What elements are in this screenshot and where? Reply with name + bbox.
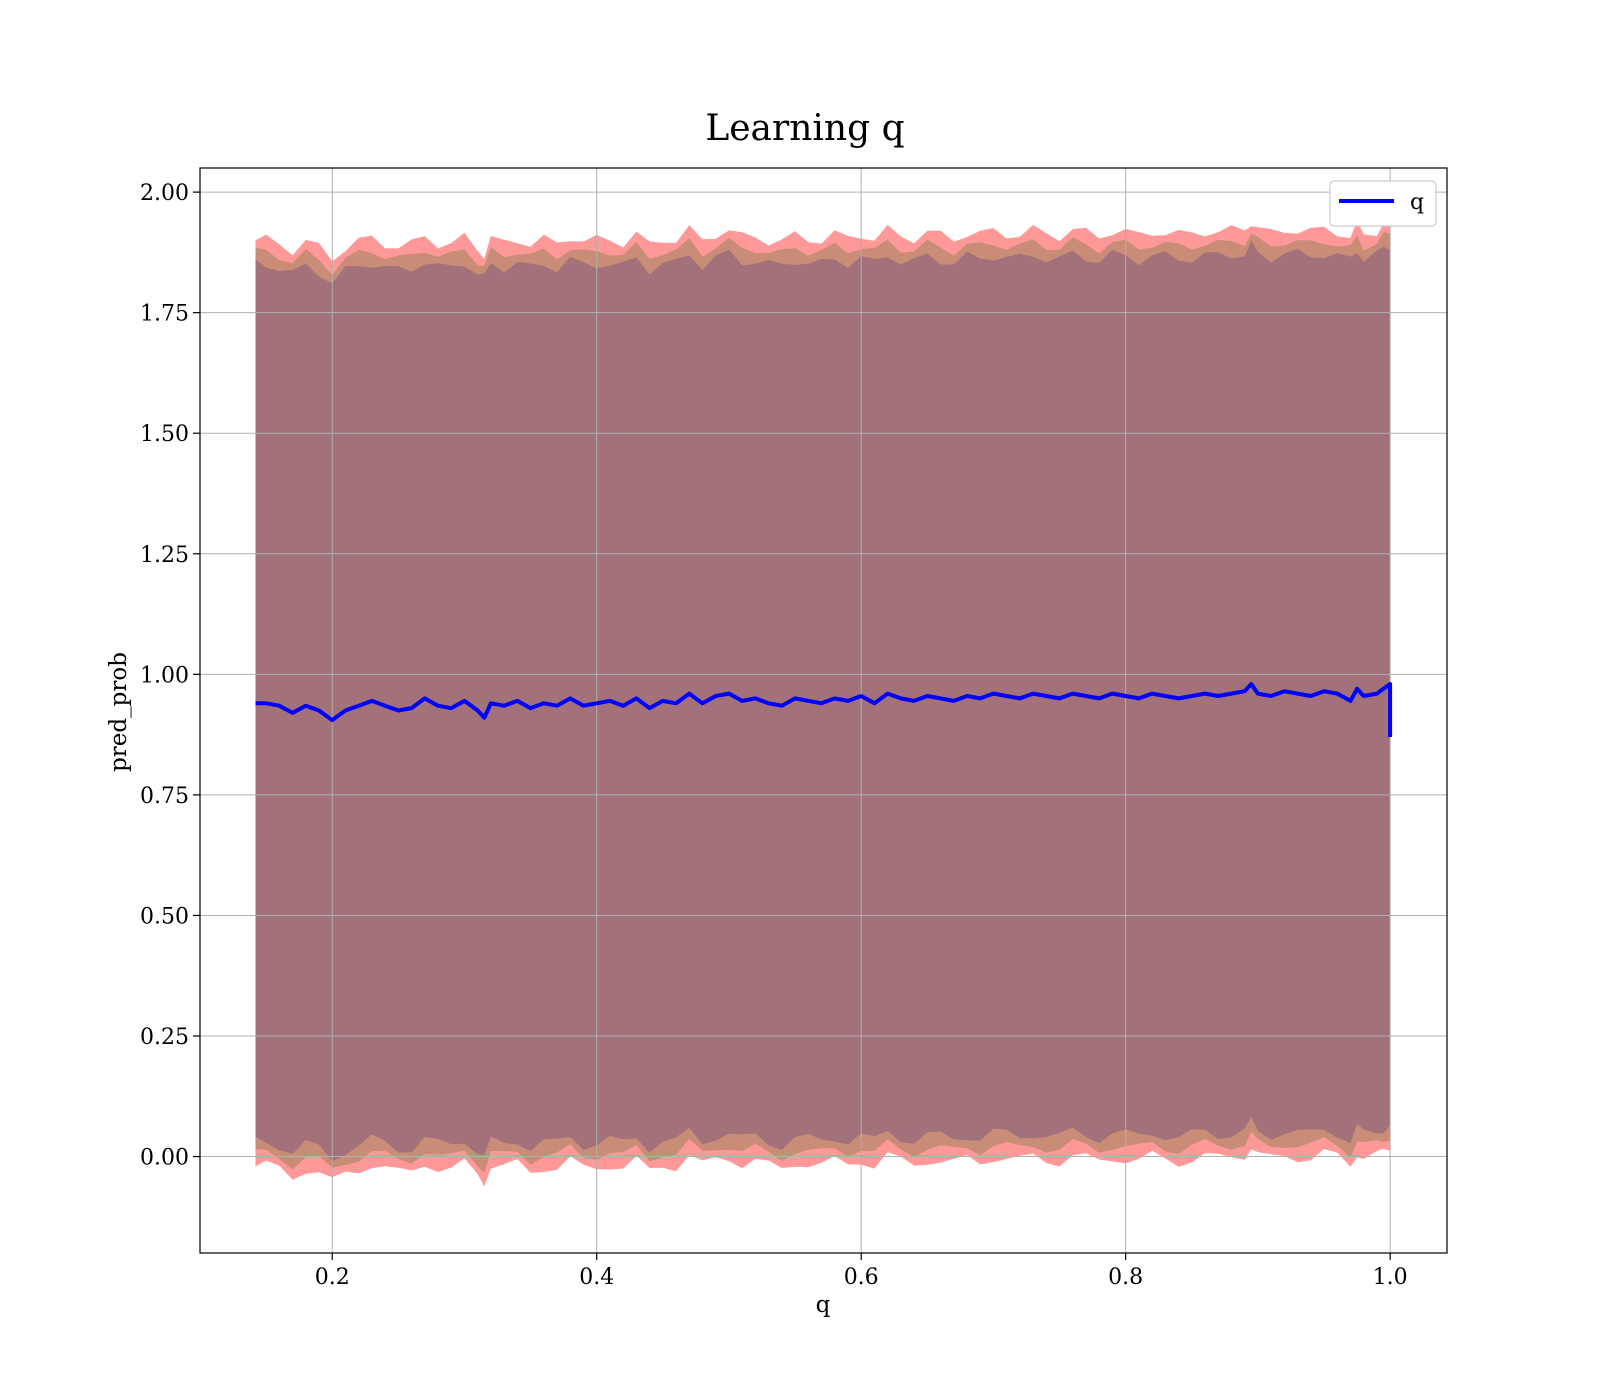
x-axis: 0.2 0.4 0.6 0.8 1.0 [315,1253,1408,1290]
confidence-band-2 [255,240,1391,1172]
legend-box [1329,180,1437,227]
y-tick-label-5: 1.25 [140,543,189,568]
confidence-bands [255,216,1391,1206]
y-tick-label-7: 1.75 [140,302,189,327]
grid-lines [200,168,1447,1253]
legend-label-q: q [1410,190,1424,215]
x-tick-label-3: 0.8 [1108,1265,1143,1290]
x-tick-label-0: 0.2 [315,1265,350,1290]
y-tick-label-1: 0.25 [140,1025,189,1050]
x-axis-label: q [816,1292,831,1318]
y-tick-label-6: 1.50 [140,422,189,447]
plot-frame [199,167,1448,1254]
y-tick-label-4: 1.00 [140,663,189,688]
plot-area [199,167,1448,1254]
y-tick-label-8: 2.00 [140,181,189,206]
y-tick-label-0: 0.00 [140,1146,189,1171]
legend: q [1329,180,1437,227]
x-tick-label-4: 1.0 [1373,1265,1408,1290]
y-axis: 0.00 0.25 0.50 0.75 1.00 1.25 1.50 1.75 2.00 [140,181,200,1171]
y-axis-label: pred_prob [106,652,132,772]
x-tick-label-2: 0.6 [844,1265,879,1290]
y-tick-label-2: 0.50 [140,904,189,929]
y-tick-label-3: 0.75 [140,784,189,809]
chart-title: Learning q [705,108,904,149]
series-lines [255,682,1393,737]
x-tick-label-1: 0.4 [579,1265,614,1290]
series-line-q [255,682,1393,737]
